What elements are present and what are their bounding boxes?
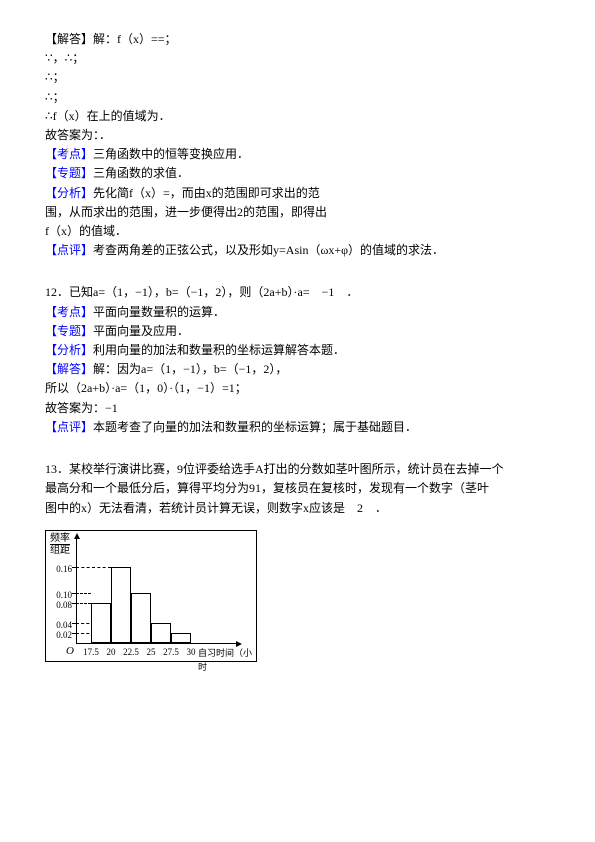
fenxi-tag: 【分析】: [45, 343, 93, 357]
x-tick-label: 27.5: [163, 645, 179, 659]
dianping-tag: 【点评】: [45, 420, 93, 434]
p1-zhuanti: 【专题】三角函数的求值．: [45, 164, 550, 183]
zhuanti-tag: 【专题】: [45, 324, 93, 338]
x-axis-label: 自习时间（小时: [198, 646, 256, 675]
p1-line: ∴f（x）在上的值域为．: [45, 107, 550, 126]
y-tick-label: 0.02: [50, 628, 72, 642]
y-tick-mark: [72, 603, 76, 604]
dash-line: [76, 603, 91, 604]
p1-fenxi2: 围，从而求出的范围，进一步便得出2的范围，即得出: [45, 203, 550, 222]
p3-q1: 13．某校举行演讲比赛，9位评委给选手A打出的分数如茎叶图所示，统计员在去掉一个: [45, 460, 550, 479]
p1-fenxi3: f（x）的值域．: [45, 222, 550, 241]
x-tick-label: 25: [147, 645, 156, 659]
y-tick-mark: [72, 633, 76, 634]
p1-kaodian: 【考点】三角函数中的恒等变换应用．: [45, 145, 550, 164]
fenxi-tag: 【分析】: [45, 186, 93, 200]
p1-fenxi: 【分析】先化简f（x）=，而由x的范围即可求出的范: [45, 184, 550, 203]
x-axis-line: [76, 643, 236, 644]
y-tick-label: 0.16: [50, 562, 72, 576]
frequency-histogram: 频率 组距 O 自习时间（小时 0.160.100.080.040.0217.5…: [45, 530, 257, 662]
histogram-bar: [151, 623, 171, 643]
p1-line: ∴；: [45, 68, 550, 87]
origin-label: O: [66, 643, 74, 661]
document-body: 【解答】解：f（x）==； ∵，∴； ∴； ∴； ∴f（x）在上的值域为． 故答…: [0, 0, 595, 682]
y-tick-mark: [72, 623, 76, 624]
problem-1-solution: 【解答】解：f（x）==； ∵，∴； ∴； ∴； ∴f（x）在上的值域为． 故答…: [45, 30, 550, 260]
y-axis-line: [76, 537, 77, 643]
y-tick-mark: [72, 593, 76, 594]
x-tick-label: 20: [107, 645, 116, 659]
y-tick-mark: [72, 567, 76, 568]
p2-jieda3: 故答案为：−1: [45, 399, 550, 418]
p1-dianping: 【点评】考查两角差的正弦公式，以及形如y=Asin（ωx+φ）的值域的求法．: [45, 241, 550, 260]
p1-line: 【解答】解：f（x）==；: [45, 30, 550, 49]
problem-3: 13．某校举行演讲比赛，9位评委给选手A打出的分数如茎叶图所示，统计员在去掉一个…: [45, 460, 550, 518]
p1-line: ∵，∴；: [45, 49, 550, 68]
jieda-tag: 【解答】: [45, 362, 93, 376]
p2-dianping: 【点评】本题考查了向量的加法和数量积的坐标运算；属于基础题目．: [45, 418, 550, 437]
dash-line: [76, 593, 91, 594]
histogram-bar: [91, 603, 111, 643]
y-axis-label: 频率 组距: [50, 533, 70, 556]
zhuanti-tag: 【专题】: [45, 166, 93, 180]
p2-fenxi: 【分析】利用向量的加法和数量积的坐标运算解答本题．: [45, 341, 550, 360]
dash-line: [76, 567, 111, 568]
x-tick-label: 22.5: [123, 645, 139, 659]
problem-2: 12．已知a=（1，−1），b=（−1，2），则（2a+b）·a= −1 ． 【…: [45, 283, 550, 437]
p2-kaodian: 【考点】平面向量数量积的运算．: [45, 303, 550, 322]
p3-q2: 最高分和一个最低分后，算得平均分为91，复核员在复核时，发现有一个数字（茎叶: [45, 479, 550, 498]
histogram-bar: [171, 633, 191, 643]
histogram-bar: [131, 593, 151, 643]
dianping-tag: 【点评】: [45, 243, 93, 257]
kaodian-tag: 【考点】: [45, 305, 93, 319]
p2-jieda: 【解答】解：因为a=（1，−1），b=（−1，2），: [45, 360, 550, 379]
p1-line: 故答案为：．: [45, 126, 550, 145]
kaodian-tag: 【考点】: [45, 147, 93, 161]
x-tick-label: 30: [187, 645, 196, 659]
p3-q3: 图中的x）无法看清，若统计员计算无误，则数字x应该是 2 ．: [45, 499, 550, 518]
p2-jieda2: 所以（2a+b）·a=（1，0）·（1，−1）=1；: [45, 379, 550, 398]
y-tick-label: 0.08: [50, 598, 72, 612]
histogram-bar: [111, 567, 131, 643]
x-tick-label: 17.5: [83, 645, 99, 659]
p2-zhuanti: 【专题】平面向量及应用．: [45, 322, 550, 341]
p1-line: ∴；: [45, 88, 550, 107]
p2-question: 12．已知a=（1，−1），b=（−1，2），则（2a+b）·a= −1 ．: [45, 283, 550, 302]
y-axis-arrow-icon: [74, 533, 80, 539]
